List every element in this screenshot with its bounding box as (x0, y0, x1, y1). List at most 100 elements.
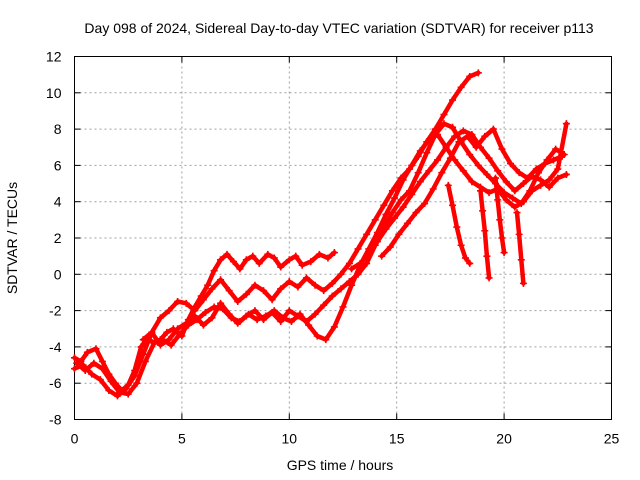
data-point (513, 209, 521, 217)
data-point (98, 357, 106, 365)
data-point (403, 219, 411, 227)
data-point (229, 258, 237, 266)
series-drop-2 (476, 187, 493, 282)
data-point (380, 201, 388, 209)
data-point (242, 290, 250, 298)
data-point (524, 174, 532, 182)
data-point (431, 131, 439, 139)
data-point (96, 376, 104, 384)
data-point (302, 317, 310, 325)
data-point (156, 314, 164, 322)
data-point (562, 120, 570, 128)
data-point (88, 370, 96, 378)
data-point (517, 200, 525, 208)
data-point (457, 83, 465, 91)
y-tick-label: 12 (46, 49, 62, 65)
data-point (330, 323, 338, 331)
data-point (449, 201, 457, 209)
data-point (378, 252, 386, 260)
data-point (116, 388, 124, 396)
data-point (337, 270, 345, 278)
data-point (167, 341, 175, 349)
data-point (453, 223, 461, 231)
data-point (242, 312, 250, 320)
data-point (199, 321, 207, 329)
data-point (421, 200, 429, 208)
data-point (81, 366, 89, 374)
data-point (363, 259, 371, 267)
data-point (446, 154, 454, 162)
data-point (191, 312, 199, 320)
data-point (313, 332, 321, 340)
data-point (500, 189, 508, 197)
data-point (302, 274, 310, 282)
data-point (277, 263, 285, 271)
data-point (534, 169, 542, 177)
x-tick-label: 20 (496, 431, 512, 447)
data-point (223, 250, 231, 258)
data-point (532, 165, 540, 173)
y-tick-label: -2 (49, 303, 62, 319)
data-point (287, 317, 295, 325)
data-point (412, 209, 420, 217)
data-point (165, 307, 173, 315)
data-point (124, 390, 132, 398)
x-tick-label: 10 (282, 431, 298, 447)
data-point (485, 154, 493, 162)
data-point (416, 178, 424, 186)
data-point (492, 174, 500, 182)
data-point (455, 138, 463, 146)
series-drop-3 (492, 174, 508, 257)
data-point (105, 386, 113, 394)
data-point (537, 176, 545, 184)
data-point (481, 227, 489, 235)
data-point (459, 127, 467, 135)
data-point (498, 145, 506, 153)
data-point (225, 310, 233, 318)
data-point (399, 176, 407, 184)
data-point (466, 259, 474, 267)
data-point (253, 316, 261, 324)
data-point (277, 317, 285, 325)
data-point (322, 336, 330, 344)
y-tick-label: -6 (49, 375, 62, 391)
data-point (73, 359, 81, 367)
data-point (174, 325, 182, 333)
data-point (440, 120, 448, 128)
data-point (365, 250, 373, 258)
data-point (515, 169, 523, 177)
data-point (242, 256, 250, 264)
data-point (277, 285, 285, 293)
data-point (397, 196, 405, 204)
data-point (330, 249, 338, 257)
data-point (249, 252, 257, 260)
data-point (268, 308, 276, 316)
data-point (182, 299, 190, 307)
data-point (541, 160, 549, 168)
data-point (208, 285, 216, 293)
data-point (298, 261, 306, 269)
data-point (494, 167, 502, 175)
data-point (141, 357, 149, 365)
y-tick-label: 2 (54, 230, 62, 246)
data-point (507, 160, 515, 168)
data-point (489, 125, 497, 133)
data-point (133, 379, 141, 387)
data-point (444, 181, 452, 189)
data-point (202, 308, 210, 316)
data-point (517, 256, 525, 264)
data-point (285, 307, 293, 315)
data-point (260, 316, 268, 324)
data-point (71, 365, 78, 373)
data-point (165, 336, 173, 344)
data-point (434, 156, 442, 164)
data-point (234, 319, 242, 327)
data-point (391, 214, 399, 222)
data-point (479, 207, 487, 215)
data-point (429, 185, 437, 193)
y-tick-label: 10 (46, 85, 62, 101)
data-point (328, 292, 336, 300)
data-point (552, 145, 560, 153)
data-point (320, 301, 328, 309)
